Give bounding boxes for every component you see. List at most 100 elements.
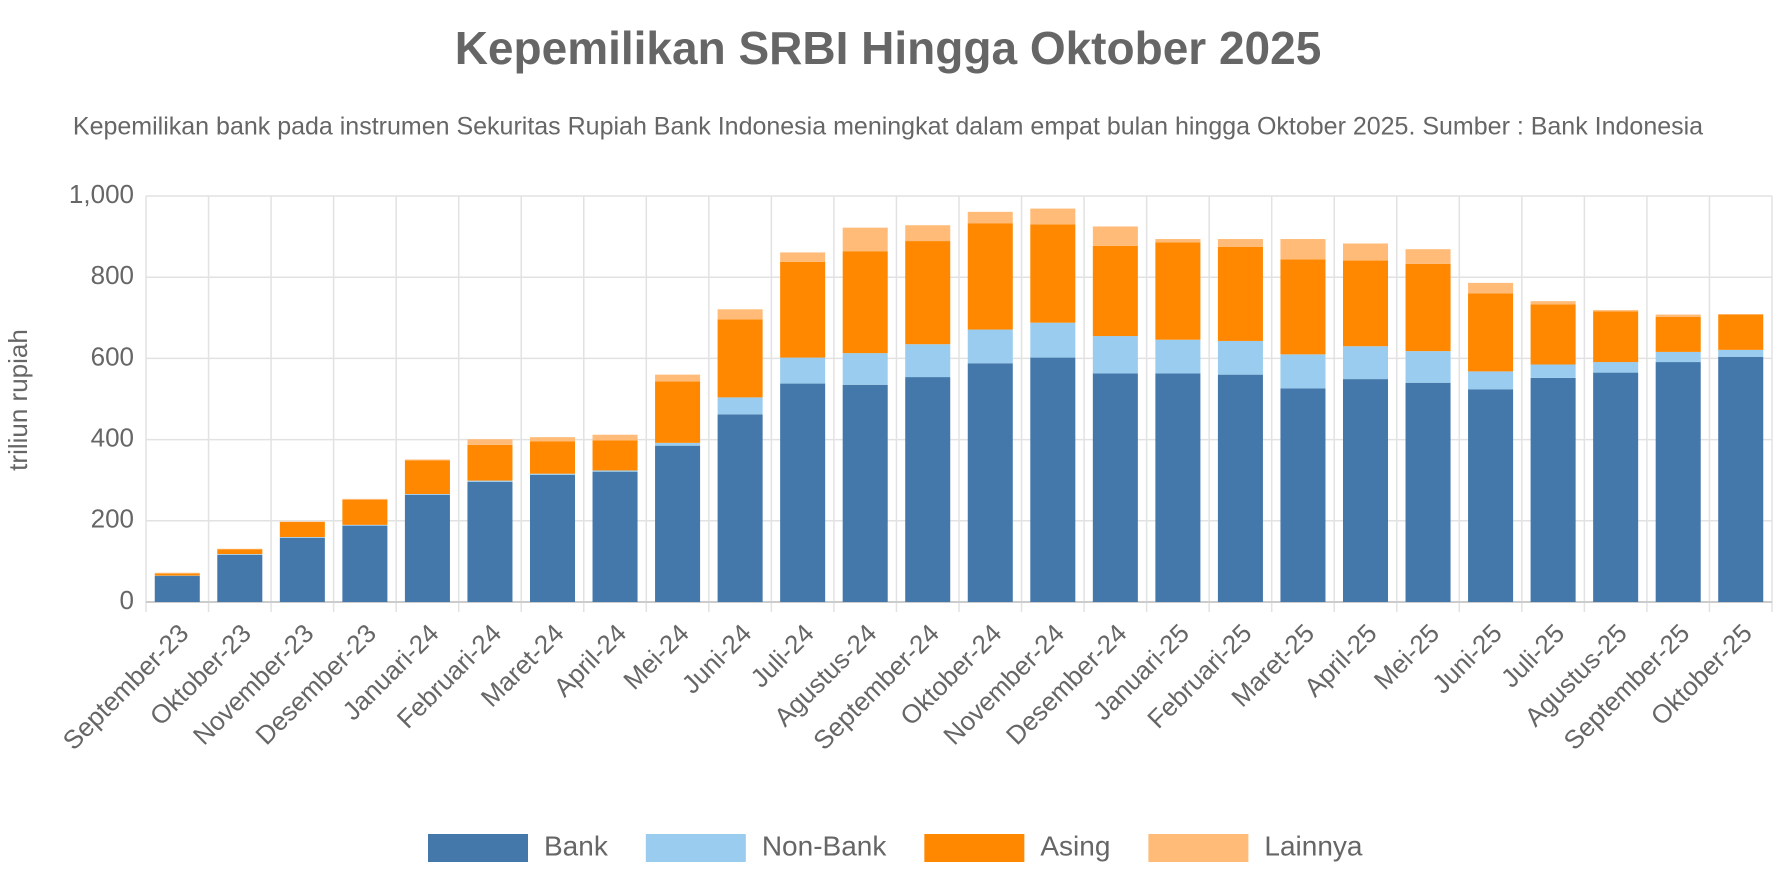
bar-segment [1468, 389, 1514, 602]
bar-segment [467, 481, 513, 602]
bar-segment [1155, 373, 1201, 602]
bar-segment [1030, 357, 1076, 602]
legend-label: Asing [1040, 830, 1110, 861]
bar-segment [1405, 263, 1451, 352]
bar-segment [1092, 373, 1138, 602]
bar-segment [529, 437, 576, 442]
y-tick-label: 1,000 [69, 179, 134, 209]
bar-segment [467, 480, 513, 482]
bar-segment [279, 537, 325, 602]
bar-segment [1030, 224, 1076, 323]
bar-segment [1092, 226, 1138, 246]
bar-segment [780, 383, 826, 602]
bar-segment [1530, 301, 1576, 305]
bar-segment [529, 474, 576, 602]
bar-segment [1405, 351, 1451, 383]
x-tick-label: Juni-25 [1426, 618, 1508, 700]
y-tick-label: 400 [91, 422, 134, 452]
bar-segment [842, 251, 888, 354]
bar-segment [842, 227, 888, 252]
bar-segment [1405, 382, 1451, 602]
bar-segment [1655, 362, 1701, 602]
bar-segment [1217, 239, 1263, 247]
bar-segment [154, 572, 200, 574]
bar-segment [592, 470, 638, 472]
bar-segment [1092, 336, 1138, 374]
bar-segment [1718, 356, 1764, 602]
bar-segment [717, 309, 763, 320]
bar-segment [1030, 208, 1076, 225]
bar-segment [404, 460, 450, 495]
bar-segment [780, 261, 826, 358]
bar-segment [780, 357, 826, 384]
bar-segment [1280, 388, 1326, 602]
bar-segment [1655, 351, 1701, 363]
bar-segment [404, 494, 450, 495]
bar-segment [1593, 362, 1639, 373]
bar-segment [217, 554, 263, 602]
bar-segment [1280, 354, 1326, 389]
bar-segment [967, 329, 1013, 364]
bar-segment [1468, 371, 1514, 390]
bar-segment [529, 473, 576, 475]
legend-label: Non-Bank [762, 830, 888, 861]
bar-segment [717, 414, 763, 602]
bar-segment [905, 241, 951, 345]
bar-segment [592, 440, 638, 471]
bar-segment [279, 522, 325, 538]
bar-segment [655, 442, 701, 446]
bar-segment [404, 459, 450, 461]
bar-segment [1217, 374, 1263, 602]
bar-segment [342, 525, 388, 602]
bar-segment [1530, 304, 1576, 365]
bar-segment [1405, 249, 1451, 264]
bar-segment [1593, 372, 1639, 602]
bar-segment [967, 211, 1013, 224]
bar-segment [1530, 377, 1576, 602]
bar-segment [1718, 314, 1764, 350]
bar-segment [1342, 379, 1389, 602]
bar-segment [1280, 259, 1326, 355]
legend-label: Lainnya [1264, 830, 1363, 861]
y-tick-label: 800 [91, 260, 134, 290]
bar-segment [655, 374, 701, 382]
bar-segment [342, 499, 388, 525]
bar-segment [967, 223, 1013, 330]
bar-segment [467, 444, 513, 481]
bar-segment [1342, 260, 1389, 347]
bar-segment [655, 445, 701, 602]
bar-segment [1030, 322, 1076, 358]
bar-segment [467, 439, 513, 445]
bar-segment [279, 537, 325, 538]
legend-swatch [645, 834, 746, 862]
bar-segment [842, 384, 888, 602]
bar-segment [592, 471, 638, 602]
chart-subtitle: Kepemilikan bank pada instrumen Sekurita… [73, 113, 1703, 141]
bar-segment [1530, 364, 1576, 378]
y-tick-label: 0 [120, 585, 134, 615]
legend-swatch [924, 834, 1025, 862]
y-tick-label: 200 [91, 504, 134, 534]
bar-segment [1593, 310, 1639, 312]
bar-segment [1468, 282, 1514, 294]
bar-segment [1217, 340, 1263, 375]
bar-segment [404, 494, 450, 602]
bar-segment [717, 319, 763, 398]
bar-segment [217, 554, 263, 555]
bar-segment [967, 363, 1013, 602]
bar-segment [1342, 346, 1389, 380]
chart-title: Kepemilikan SRBI Hingga Oktober 2025 [455, 22, 1322, 74]
bar-segment [905, 344, 951, 378]
bar-segment [342, 498, 388, 500]
legend-swatch [428, 834, 528, 862]
bar-segment [1155, 242, 1201, 340]
bar-segment [1468, 293, 1514, 372]
bar-segment [1655, 314, 1701, 317]
bar-segment [717, 397, 763, 415]
bar-segment [592, 434, 638, 441]
bar-segment [1280, 239, 1326, 260]
bar-segment [154, 576, 200, 602]
bar-segment [1718, 349, 1764, 357]
bar-segment [655, 381, 701, 443]
bar-segment [1342, 243, 1389, 261]
